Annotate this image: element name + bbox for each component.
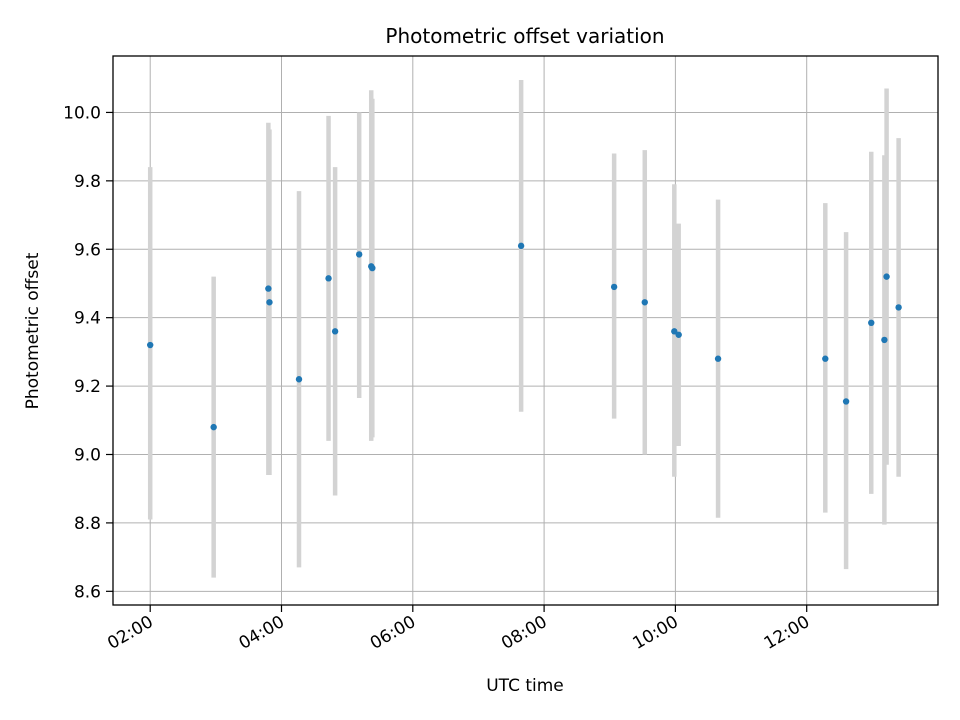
data-points — [147, 242, 902, 431]
data-point — [868, 319, 875, 327]
data-point — [265, 285, 272, 292]
y-tick-label: 9.4 — [74, 309, 101, 329]
data-point — [881, 336, 888, 344]
data-point — [355, 251, 363, 258]
data-point — [883, 273, 890, 280]
data-point — [325, 275, 332, 282]
y-tick-label: 9.6 — [74, 240, 101, 260]
data-point — [895, 304, 902, 311]
data-point — [369, 264, 376, 272]
data-point — [842, 398, 850, 405]
data-point — [675, 331, 682, 338]
y-tick-label: 8.6 — [74, 582, 101, 602]
data-point — [641, 299, 648, 306]
data-point — [331, 328, 339, 335]
data-point — [266, 299, 273, 306]
data-point — [295, 376, 303, 383]
y-tick-label: 8.8 — [74, 514, 101, 534]
y-axis-label: Photometric offset — [23, 252, 43, 409]
chart-title: Photometric offset variation — [385, 24, 664, 48]
plot-frame — [112, 55, 939, 606]
y-axis-ticks: 8.6 8.8 9.0 9.2 9.4 9.6 9.8 10.0 — [63, 103, 113, 602]
y-tick-label: 9.2 — [74, 377, 101, 397]
y-tick-label: 9.0 — [74, 445, 101, 465]
data-point — [714, 355, 722, 362]
data-point — [822, 355, 829, 362]
data-point — [610, 283, 618, 291]
data-point — [210, 423, 217, 431]
y-tick-label: 9.8 — [74, 172, 101, 192]
x-axis-label: UTC time — [486, 676, 564, 696]
y-tick-label: 10.0 — [63, 103, 101, 123]
data-point — [147, 341, 154, 349]
data-point — [517, 242, 525, 250]
data-point — [671, 328, 678, 335]
